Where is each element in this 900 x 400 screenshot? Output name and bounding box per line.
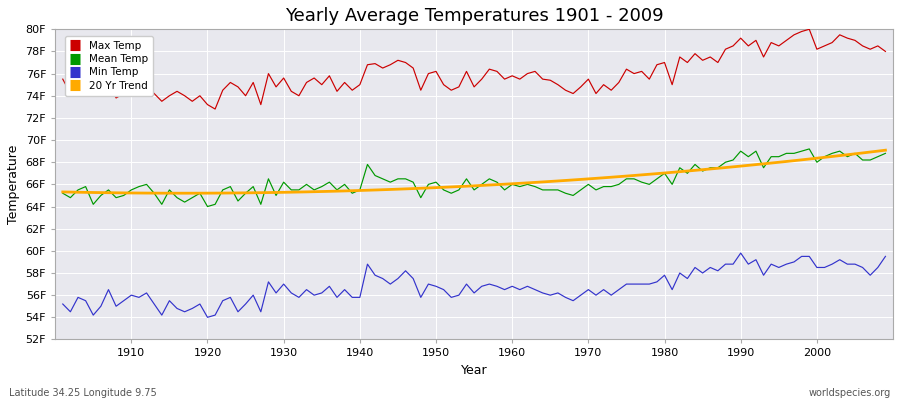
Legend: Max Temp, Mean Temp, Min Temp, 20 Yr Trend: Max Temp, Mean Temp, Min Temp, 20 Yr Tre… bbox=[65, 36, 153, 96]
X-axis label: Year: Year bbox=[461, 364, 488, 377]
Y-axis label: Temperature: Temperature bbox=[7, 145, 20, 224]
Title: Yearly Average Temperatures 1901 - 2009: Yearly Average Temperatures 1901 - 2009 bbox=[284, 7, 663, 25]
Text: worldspecies.org: worldspecies.org bbox=[809, 388, 891, 398]
Text: Latitude 34.25 Longitude 9.75: Latitude 34.25 Longitude 9.75 bbox=[9, 388, 157, 398]
